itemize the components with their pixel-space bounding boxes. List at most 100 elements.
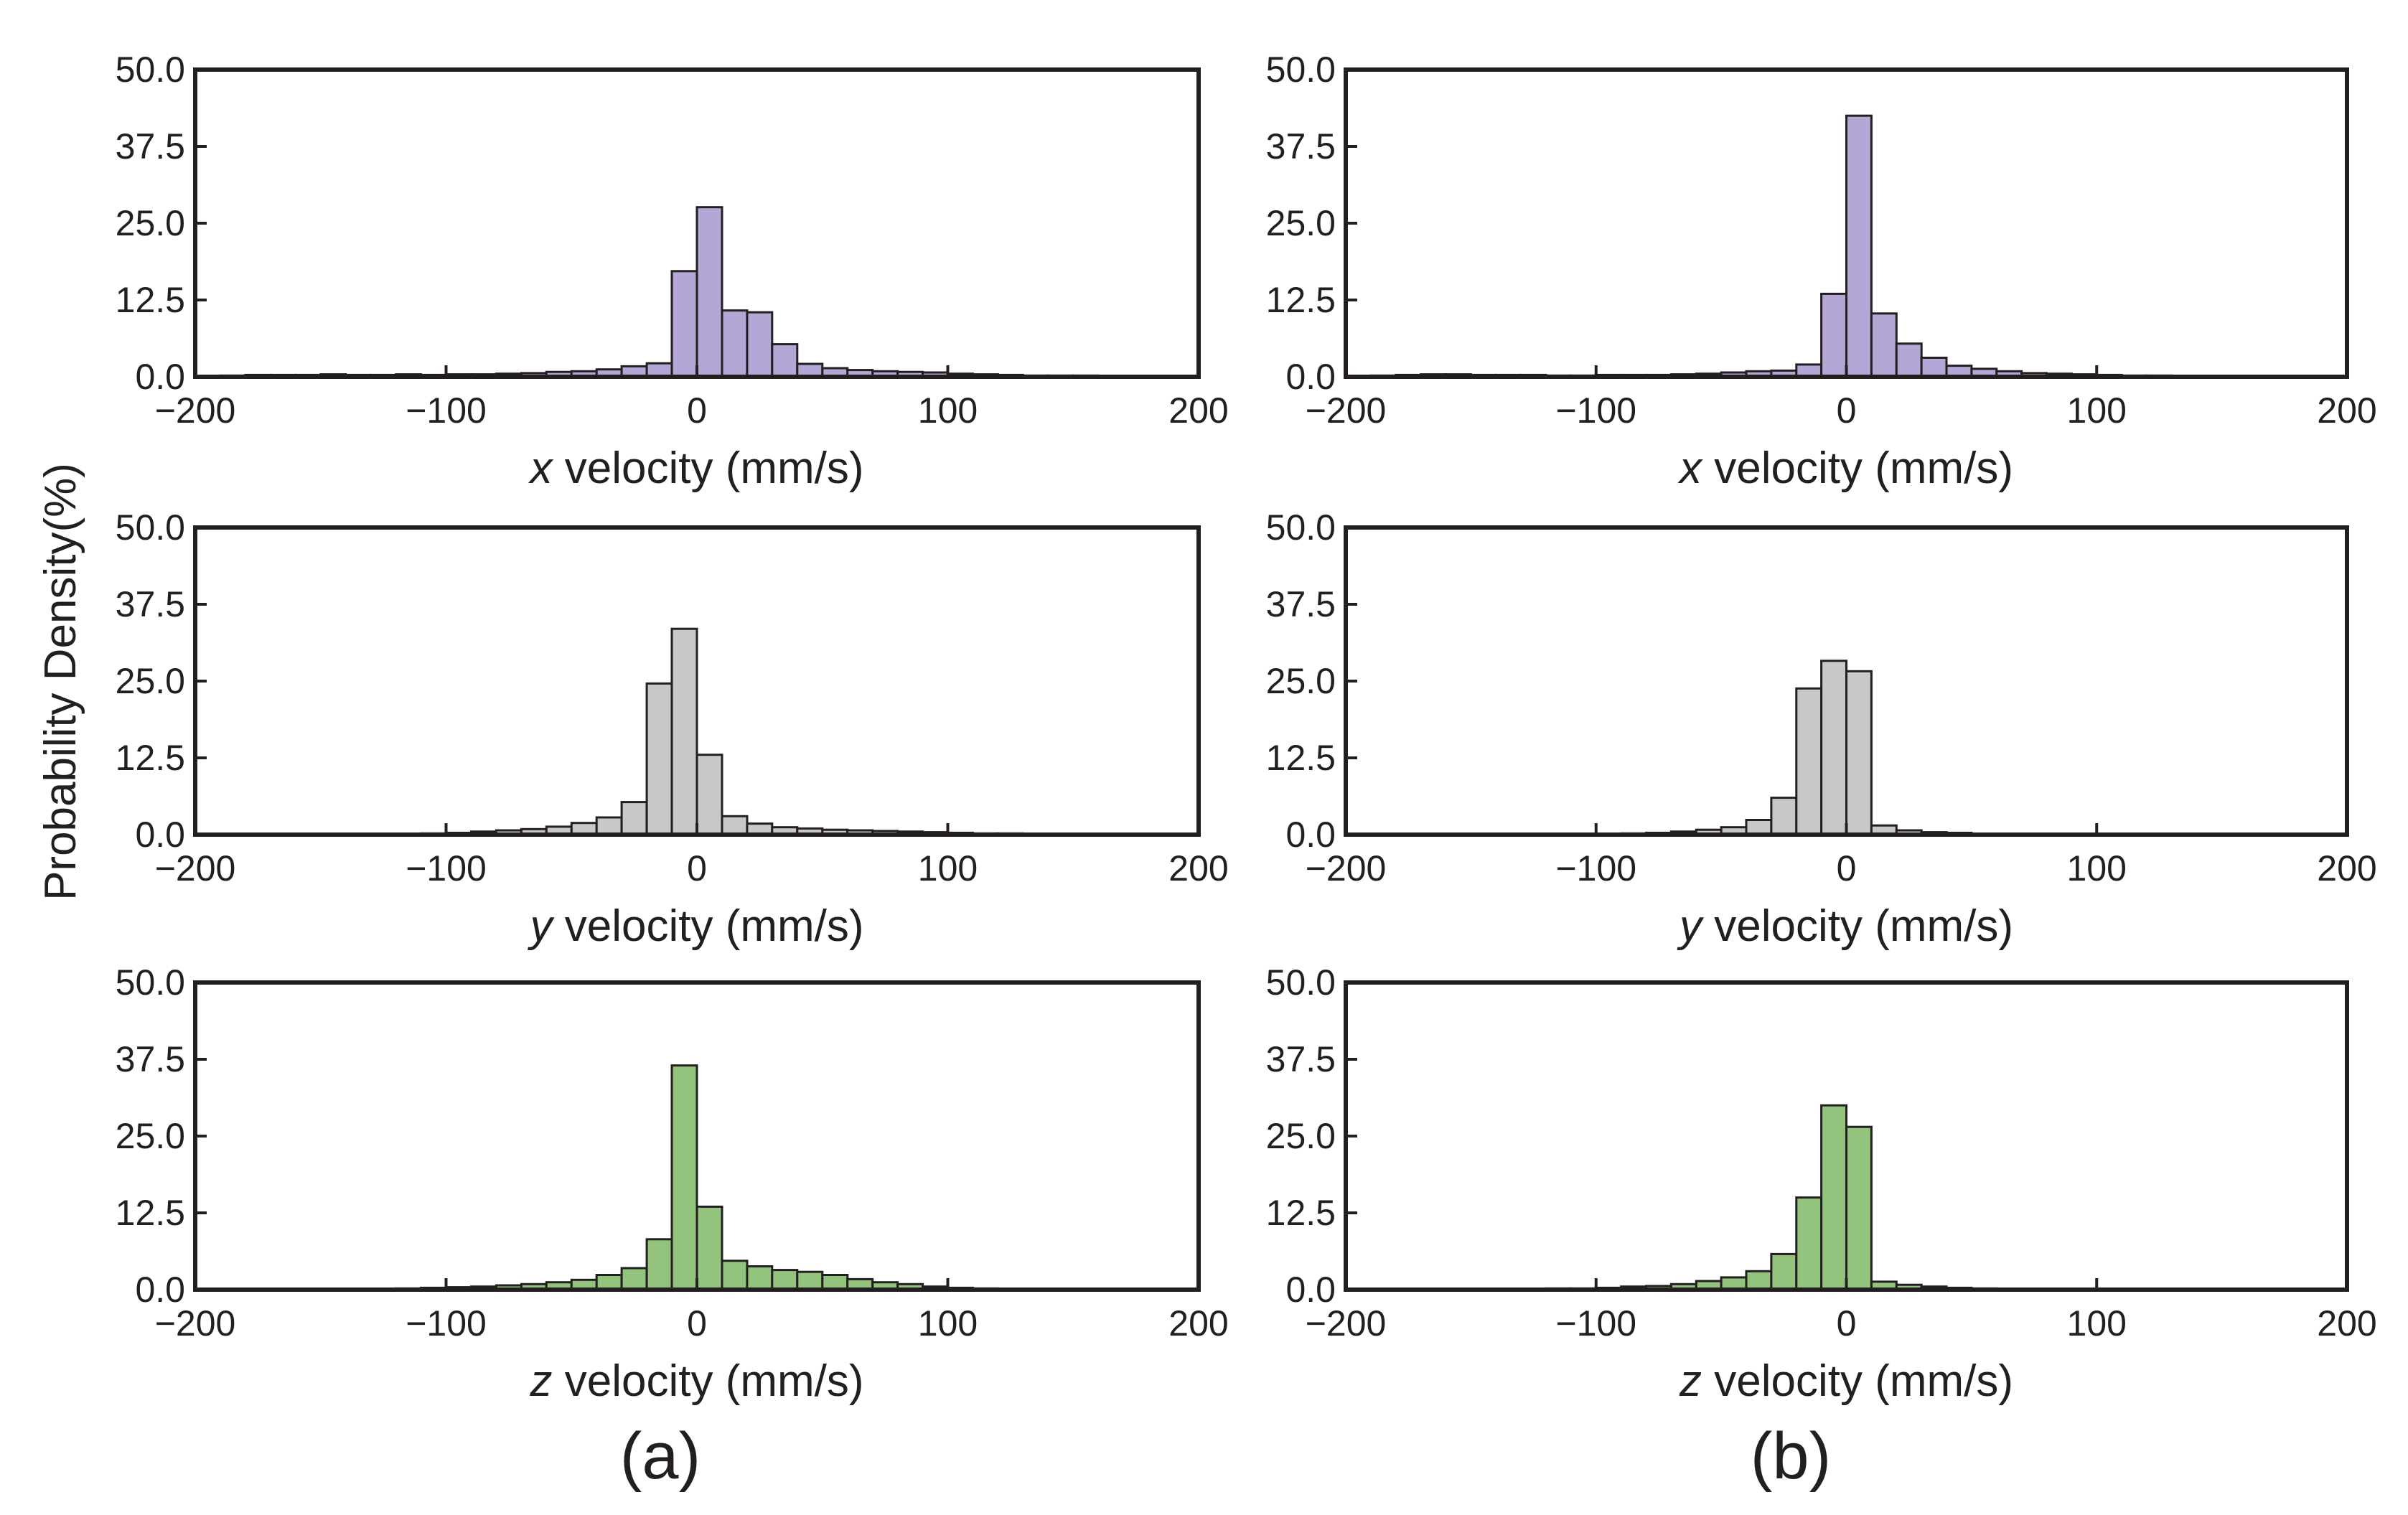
x-axis-unit: velocity (mm/s) (1702, 444, 2013, 493)
x-tick-label: −100 (1555, 848, 1636, 888)
x-tick-label: −200 (1306, 848, 1387, 888)
y-tick-label: 12.5 (116, 738, 185, 778)
histogram-bar (595, 816, 623, 836)
x-tick-label: −100 (406, 1303, 487, 1343)
histogram-bar (670, 1064, 698, 1291)
panel-a-y: −200 −100 0 100 200 0.0 12.5 25.0 37.5 50.0 y velo… (116, 507, 1229, 951)
x-axis-unit: velocity (mm/s) (1702, 901, 2013, 951)
panel-b-x: −200 −100 0 100 200 0.0 12.5 25.0 37.5 50.0 x velo… (1266, 50, 2377, 493)
histogram-bar (645, 1238, 673, 1291)
y-tick-label: 25.0 (116, 1116, 185, 1156)
histogram-bar (821, 1274, 849, 1291)
x-tick-label: −200 (155, 1303, 236, 1343)
histogram-bar (1745, 819, 1773, 836)
y-tick-label: 0.0 (135, 357, 185, 397)
histogram-bar (771, 343, 799, 378)
x-axis-variable: y (1677, 901, 1705, 951)
histogram-bar (1795, 687, 1823, 836)
y-tick-label: 12.5 (116, 1193, 185, 1233)
y-tick-label: 50.0 (116, 962, 185, 1003)
x-tick-label: 100 (2067, 1303, 2127, 1343)
x-tick-label: −100 (406, 390, 487, 431)
y-tick-label: 25.0 (1266, 203, 1336, 243)
histogram-bar (771, 1269, 799, 1291)
x-axis-unit: velocity (mm/s) (553, 901, 864, 951)
histogram-bar (695, 754, 723, 836)
x-tick-label: −200 (155, 848, 236, 888)
column-label-a: (a) (620, 1420, 701, 1493)
y-tick-label: 37.5 (1266, 584, 1336, 624)
y-tick-label: 0.0 (1285, 815, 1336, 855)
column-label-b: (b) (1751, 1420, 1831, 1493)
x-axis-label: z velocity (mm/s) (530, 1356, 864, 1406)
x-tick-label: 0 (687, 390, 707, 431)
y-tick-label: 25.0 (1266, 1116, 1336, 1156)
histogram-bar (1920, 357, 1948, 378)
histogram-bar (1820, 660, 1848, 836)
x-tick-label: 200 (2317, 390, 2376, 431)
x-tick-label: 0 (1837, 1303, 1857, 1343)
x-axis-variable: x (1677, 444, 1703, 493)
x-axis-label: y velocity (mm/s) (528, 901, 864, 951)
y-tick-label: 50.0 (116, 50, 185, 90)
panel-a-x: −200 −100 0 100 200 0.0 12.5 25.0 37.5 50.0 x velo… (116, 50, 1229, 493)
panels-group: −200 −100 0 100 200 0.0 12.5 25.0 37.5 50.0 x velo… (116, 50, 2377, 1406)
panel-a-z: −200 −100 0 100 200 0.0 12.5 25.0 37.5 50.0 z velo… (116, 962, 1229, 1406)
histogram-bar (1745, 1270, 1773, 1291)
x-tick-label: 100 (2067, 390, 2127, 431)
x-axis-unit: velocity (mm/s) (553, 444, 864, 493)
x-tick-label: 200 (2317, 848, 2376, 888)
y-tick-label: 37.5 (1266, 1039, 1336, 1079)
histogram-bar (695, 206, 723, 378)
histogram-bar (1845, 114, 1873, 378)
histogram-bar (1770, 1252, 1798, 1291)
x-tick-label: 200 (1168, 390, 1228, 431)
histogram-bar (670, 627, 698, 836)
histogram-bar (595, 1274, 623, 1291)
y-tick-label: 0.0 (1285, 357, 1336, 397)
x-tick-label: 100 (2067, 848, 2127, 888)
histogram-bar (1895, 342, 1923, 378)
histogram-bar (695, 1205, 723, 1291)
x-tick-label: 200 (1168, 848, 1228, 888)
x-tick-label: 100 (918, 848, 978, 888)
x-axis-variable: z (530, 1356, 553, 1406)
histogram-bar (1845, 670, 1873, 836)
y-tick-label: 50.0 (1266, 507, 1336, 548)
histogram-bar (620, 801, 648, 836)
x-axis-unit: velocity (mm/s) (553, 1356, 864, 1406)
histogram-bar (1820, 1104, 1848, 1291)
histogram-bar (796, 1270, 824, 1291)
panel-b-z: −200 −100 0 100 200 0.0 12.5 25.0 37.5 50.0 z velo… (1266, 962, 2377, 1406)
x-tick-label: 200 (2317, 1303, 2376, 1343)
histogram-bar (721, 309, 749, 378)
histogram-bar (1845, 1125, 1873, 1291)
x-tick-label: 100 (918, 390, 978, 431)
histogram-bar (746, 1265, 774, 1291)
y-tick-label: 0.0 (1285, 1270, 1336, 1310)
histogram-bar (1870, 312, 1898, 378)
y-tick-label: 50.0 (1266, 50, 1336, 90)
y-tick-label: 50.0 (1266, 962, 1336, 1003)
x-tick-label: −200 (1306, 1303, 1387, 1343)
histogram-bar (620, 1267, 648, 1291)
y-tick-label: 50.0 (116, 507, 185, 548)
x-axis-variable: y (528, 901, 556, 951)
y-tick-label: 37.5 (116, 126, 185, 166)
x-tick-label: −100 (1555, 390, 1636, 431)
x-tick-label: −100 (1555, 1303, 1636, 1343)
x-axis-variable: z (1679, 1356, 1702, 1406)
y-tick-label: 0.0 (135, 815, 185, 855)
histogram-bar (670, 270, 698, 378)
histogram-bar (1770, 797, 1798, 836)
histogram-bar (721, 815, 749, 836)
y-tick-label: 12.5 (116, 280, 185, 320)
x-tick-label: 0 (687, 1303, 707, 1343)
x-tick-label: −200 (155, 390, 236, 431)
x-tick-label: 100 (918, 1303, 978, 1343)
x-tick-label: 0 (1837, 848, 1857, 888)
x-axis-label: z velocity (mm/s) (1679, 1356, 2013, 1406)
x-tick-label: 200 (1168, 1303, 1228, 1343)
y-tick-label: 25.0 (116, 203, 185, 243)
